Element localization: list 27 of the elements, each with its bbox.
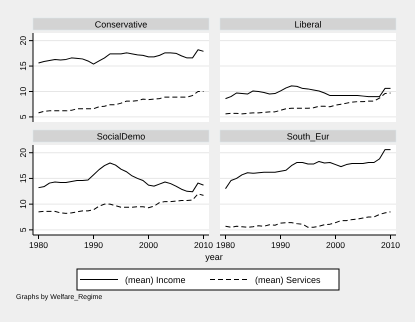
y-tick-label: 15 <box>18 173 28 184</box>
y-tick-label: 10 <box>18 86 28 96</box>
y-tick-label: 20 <box>18 148 28 158</box>
x-axis-title: year <box>205 252 223 262</box>
y-tick-label: 5 <box>18 114 28 120</box>
y-tick-label: 15 <box>18 61 28 71</box>
line-series <box>38 162 204 192</box>
y-tick-label: 10 <box>18 199 28 209</box>
line-series <box>38 193 204 214</box>
chart-title: South_Eur <box>286 132 330 142</box>
x-tick-label: 2010 <box>194 240 214 250</box>
x-tick-label: 2000 <box>139 240 158 250</box>
legend-label: (mean) Income <box>125 275 186 285</box>
chart-title: Conservative <box>94 20 148 30</box>
chart-title: SocialDemo <box>96 132 146 142</box>
x-tick-label: 1980 <box>29 240 48 250</box>
x-tick-label: 2000 <box>326 240 346 250</box>
legend-label: (mean) Services <box>255 275 322 285</box>
x-tick-label: 1990 <box>84 240 104 250</box>
x-tick-label: 1980 <box>216 240 236 250</box>
y-tick-label: 20 <box>18 36 28 46</box>
line-series <box>38 90 204 114</box>
y-tick-label: 5 <box>18 227 28 232</box>
x-tick-label: 2010 <box>381 240 400 250</box>
chart-title: Liberal <box>294 20 322 30</box>
x-tick-label: 1990 <box>271 240 290 250</box>
line-series <box>38 49 204 65</box>
